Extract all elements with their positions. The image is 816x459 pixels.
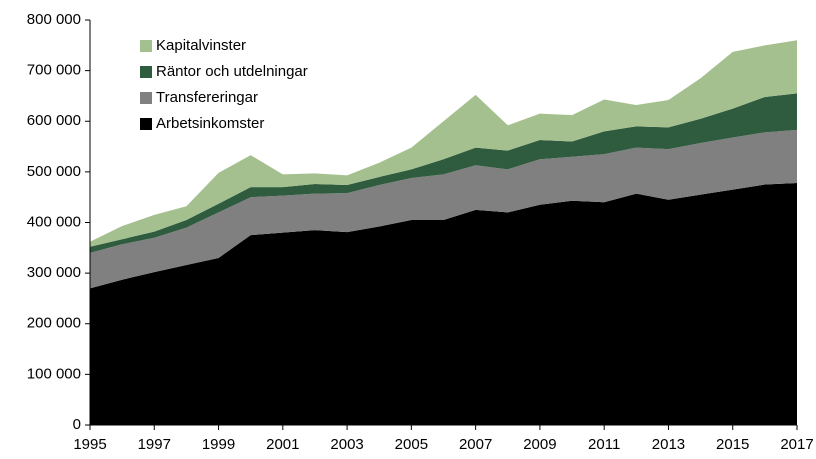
y-tick-label: 0 — [73, 416, 81, 433]
area — [90, 40, 797, 247]
area — [90, 183, 797, 425]
x-tick-label: 2011 — [588, 436, 620, 453]
x-tick-label: 2005 — [395, 436, 428, 453]
x-tick-label: 2001 — [266, 436, 299, 453]
legend-label: Arbetsinkomster — [156, 115, 264, 132]
legend-label: Kapitalvinster — [156, 37, 246, 54]
x-tick-label: 2007 — [459, 436, 492, 453]
legend-label: Transfereringar — [156, 89, 258, 106]
x-tick-label: 1995 — [73, 436, 106, 453]
y-tick-label: 600 000 — [27, 112, 81, 129]
x-tick-label: 1999 — [202, 436, 235, 453]
legend-swatch — [140, 66, 152, 78]
y-tick-label: 100 000 — [27, 365, 81, 382]
legend-swatch — [140, 40, 152, 52]
x-tick-label: 2013 — [652, 436, 685, 453]
y-tick-label: 500 000 — [27, 163, 81, 180]
x-tick-label: 2015 — [716, 436, 749, 453]
x-tick-label: 2009 — [523, 436, 556, 453]
y-tick-label: 800 000 — [27, 11, 81, 28]
y-tick-label: 300 000 — [27, 264, 81, 281]
legend-label: Räntor och utdelningar — [156, 63, 308, 80]
y-tick-label: 400 000 — [27, 213, 81, 230]
x-tick-label: 2017 — [780, 436, 813, 453]
area — [90, 129, 797, 289]
legend-swatch — [140, 92, 152, 104]
area — [90, 93, 797, 253]
x-tick-label: 2003 — [330, 436, 363, 453]
x-tick-label: 1997 — [138, 436, 171, 453]
y-tick-label: 700 000 — [27, 62, 81, 79]
legend-swatch — [140, 118, 152, 130]
y-tick-label: 200 000 — [27, 315, 81, 332]
